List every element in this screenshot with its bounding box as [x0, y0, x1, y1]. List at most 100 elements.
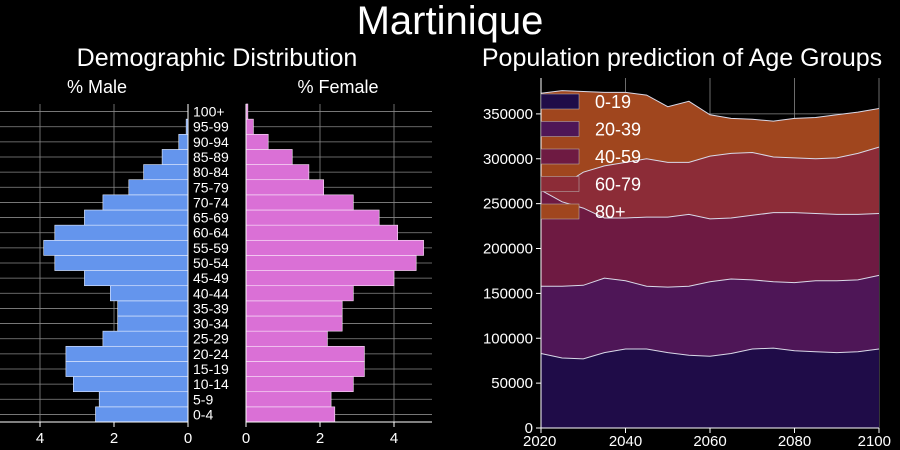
female-bars	[245, 103, 424, 423]
legend-label: 20-39	[595, 120, 641, 140]
female-bar-5-9	[245, 391, 332, 408]
age-group-label: 90-94	[193, 134, 229, 150]
area-x-tick-label: 2020	[523, 433, 556, 450]
female-bar-95-99	[245, 118, 254, 135]
female-bar-50-54	[245, 255, 417, 271]
legend-swatch-20-39	[540, 121, 580, 137]
age-group-labels: 0-45-910-1415-1920-2425-2930-3435-3940-4…	[193, 104, 229, 423]
male-tick-label: 0	[184, 430, 192, 447]
age-group-label: 65-69	[193, 210, 229, 226]
female-bar-10-14	[245, 376, 354, 393]
age-group-label: 80-84	[193, 164, 229, 180]
female-tick-label: 2	[316, 430, 324, 447]
age-group-label: 0-4	[193, 406, 213, 422]
male-tick-label: 4	[36, 430, 44, 447]
area-y-tick-label: 200000	[483, 241, 533, 258]
area-chart-title: Population prediction of Age Groups	[482, 44, 882, 72]
area-x-tick-label: 2080	[778, 433, 811, 450]
pyramid-title: Demographic Distribution	[77, 44, 358, 72]
female-tick-label: 0	[242, 430, 250, 447]
area-y-tick-label: 0	[525, 420, 533, 437]
male-bar-5-9	[98, 391, 189, 408]
area-y-tick-label: 50000	[491, 375, 533, 392]
female-bar-60-64	[245, 224, 398, 241]
area-series-60-79	[541, 147, 879, 219]
female-bar-15-19	[245, 361, 365, 377]
age-group-label: 100+	[193, 104, 225, 120]
area-x-tick-label: 2040	[609, 433, 642, 450]
male-bar-65-69	[84, 209, 189, 226]
male-bar-60-64	[54, 224, 189, 241]
male-axis-label: % Male	[67, 77, 127, 97]
female-bar-35-39	[245, 300, 343, 317]
age-group-label: 85-89	[193, 149, 229, 165]
female-bar-75-79	[245, 179, 324, 196]
male-bar-70-74	[102, 194, 189, 211]
female-axis-label: % Female	[297, 77, 378, 97]
male-bar-25-29	[102, 330, 189, 347]
area-y-ticks: 0 50000 100000 150000 200000 250000 300000 3500…	[483, 106, 541, 437]
age-group-label: 25-29	[193, 331, 229, 347]
female-x-ticks: 0 2 4	[242, 422, 398, 447]
male-bar-15-19	[65, 361, 189, 377]
male-bar-0-4	[95, 406, 189, 423]
male-bar-75-79	[128, 179, 189, 196]
area-series-0-19	[541, 348, 879, 428]
female-bar-20-24	[245, 345, 365, 362]
area-series-40-59	[541, 190, 879, 288]
area-y-tick-label: 100000	[483, 330, 533, 347]
age-group-label: 55-59	[193, 240, 229, 256]
age-group-label: 95-99	[193, 119, 229, 135]
area-x-tick-label: 2100	[858, 433, 891, 450]
age-group-label: 45-49	[193, 270, 229, 286]
area-y-tick-label: 300000	[483, 151, 533, 168]
female-bar-45-49	[245, 270, 395, 287]
area-y-tick-label: 250000	[483, 196, 533, 213]
female-bar-65-69	[245, 209, 380, 226]
female-bar-25-29	[245, 330, 328, 347]
figure-title: Martinique	[357, 0, 544, 43]
legend-swatch-80+	[540, 203, 580, 220]
male-bar-35-39	[117, 300, 189, 317]
male-bar-10-14	[73, 376, 189, 393]
area-series-80+	[541, 90, 879, 191]
age-group-label: 10-14	[193, 376, 229, 392]
female-bar-70-74	[245, 194, 354, 211]
legend-swatch-0-19	[540, 93, 580, 110]
legend-label: 80+	[595, 202, 626, 222]
female-bar-90-94	[245, 133, 269, 150]
female-bar-0-4	[245, 406, 336, 423]
age-group-label: 60-64	[193, 225, 229, 241]
area-y-tick-label: 150000	[483, 285, 533, 302]
female-bar-40-44	[245, 285, 354, 302]
male-bar-50-54	[54, 255, 189, 271]
age-group-label: 5-9	[193, 391, 213, 407]
female-bar-30-34	[245, 315, 343, 332]
legend-label: 40-59	[595, 147, 641, 167]
male-bar-40-44	[110, 285, 189, 302]
male-bar-30-34	[117, 315, 189, 332]
male-bar-80-84	[143, 164, 189, 181]
area-legend: 0-19 20-39 40-59 60-79 80+	[540, 92, 641, 222]
male-bar-85-89	[161, 149, 189, 165]
age-group-label: 20-24	[193, 346, 229, 362]
male-bar-55-59	[43, 239, 189, 256]
area-series-20-39	[541, 275, 879, 359]
area-x-tick-label: 2060	[693, 433, 726, 450]
male-bar-20-24	[65, 345, 189, 362]
male-bar-45-49	[84, 270, 189, 287]
age-group-label: 70-74	[193, 194, 229, 210]
legend-label: 0-19	[595, 92, 631, 112]
age-group-label: 30-34	[193, 316, 229, 332]
female-bar-55-59	[245, 239, 424, 256]
male-tick-label: 2	[110, 430, 118, 447]
age-group-label: 35-39	[193, 300, 229, 316]
male-x-ticks: 4 2 0	[36, 422, 192, 447]
age-group-label: 15-19	[193, 361, 229, 377]
area-series-line-40-59	[540, 189, 880, 220]
female-tick-label: 4	[390, 430, 398, 447]
age-group-label: 40-44	[193, 285, 229, 301]
area-series-line-60-79	[540, 146, 880, 191]
area-series-line-80+	[540, 90, 880, 122]
